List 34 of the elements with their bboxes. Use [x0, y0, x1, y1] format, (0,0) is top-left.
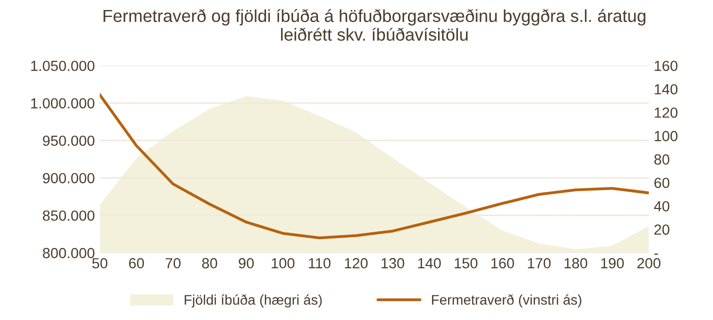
y-tick-label: 1.000.000 [31, 98, 94, 108]
y-tick-label: 850.000 [42, 210, 94, 221]
y2-tick-label: 40 [654, 201, 670, 212]
y2-tick-label: 60 [654, 178, 670, 188]
legend-label: Fermetraverð (vinstri ás) [432, 294, 582, 308]
x-tick-label: 90 [238, 258, 254, 268]
y-tick-label: 800.000 [42, 248, 94, 258]
legend-label: Fjöldi íbúða (hægri ás) [184, 294, 322, 308]
x-tick-label: 200 [637, 258, 660, 268]
x-tick-label: 50 [92, 258, 108, 268]
x-tick-label: 110 [308, 258, 330, 268]
x-tick-label: 150 [454, 258, 478, 268]
y2-tick-label: 80 [654, 154, 670, 165]
x-tick-label: 70 [166, 258, 181, 268]
y2-tick-label: 140 [654, 84, 678, 94]
x-tick-label: 100 [272, 258, 294, 268]
x-tick-label: 170 [528, 258, 551, 268]
y-tick-label: 900.000 [42, 173, 94, 184]
y-tick-label: 950.000 [42, 136, 94, 146]
x-tick-label: 80 [202, 258, 218, 268]
x-tick-label: 160 [491, 258, 514, 268]
x-tick-label: 180 [564, 258, 588, 268]
x-tick-label: 190 [601, 258, 624, 268]
chart-title: Fermetraverð og fjöldi íbúða á höfuðborgarsvæðinu byggðra s.l. áratug leiðrétt skv. íbúðavísitölu [104, 9, 646, 41]
y2-tick-label: 20 [654, 224, 670, 235]
y2-tick-label: - [654, 254, 658, 255]
x-tick-label: 140 [418, 258, 441, 268]
y-tick-label: 1.050.000 [31, 60, 94, 72]
x-tick-label: 60 [129, 258, 144, 268]
y2-tick-label: 160 [654, 60, 678, 72]
x-tick-label: 120 [344, 258, 368, 268]
y2-tick-label: 120 [654, 108, 678, 118]
x-tick-label: 130 [382, 258, 404, 268]
y2-tick-label: 100 [654, 130, 678, 142]
